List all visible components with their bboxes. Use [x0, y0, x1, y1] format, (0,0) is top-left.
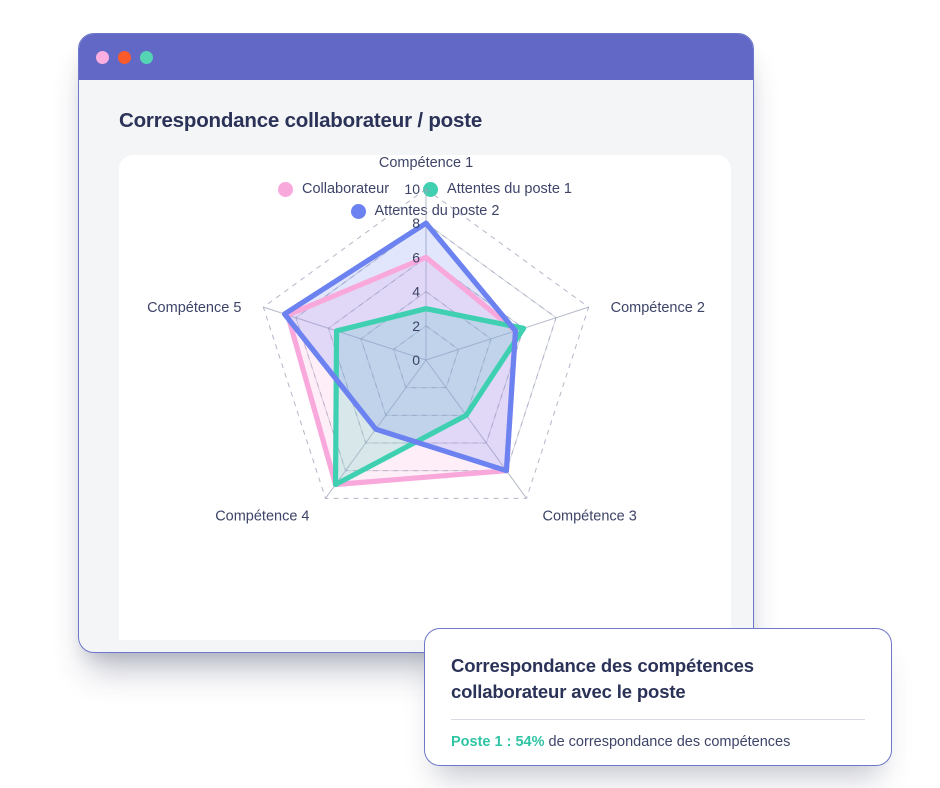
window-titlebar: [79, 34, 753, 80]
info-card-subtitle: Poste 1 : 54% de correspondance des comp…: [451, 734, 865, 750]
legend-row-2: Attentes du poste 2: [350, 203, 500, 219]
browser-window: Correspondance collaborateur / poste Col…: [78, 33, 754, 653]
radar-axis-label: Compétence 4: [215, 508, 309, 524]
radar-chart: 0 2 4 6 8 10 Compétence 1 Compétence 2 Compétenc…: [119, 155, 731, 640]
info-card: Correspondance des compétences collabora…: [424, 628, 892, 766]
radial-tick-label: 6: [412, 249, 420, 265]
chart-legend: Collaborateur Attentes du poste 1 Attent…: [119, 181, 731, 219]
info-card-title: Correspondance des compétences collabora…: [451, 653, 865, 706]
legend-item-poste-1[interactable]: Attentes du poste 1: [423, 181, 572, 197]
radar-axis-label: Compétence 2: [611, 300, 705, 316]
legend-item-poste-2[interactable]: Attentes du poste 2: [350, 203, 500, 219]
match-description: de correspondance des compétences: [544, 733, 791, 750]
radial-tick-label: 8: [412, 215, 420, 231]
page-title: Correspondance collaborateur / poste: [119, 109, 483, 132]
info-card-title-line2: collaborateur avec le poste: [451, 681, 686, 703]
legend-label: Collaborateur: [301, 181, 390, 197]
radar-axis-label: Compétence 1: [379, 155, 473, 171]
minimize-dot-icon[interactable]: [118, 50, 131, 64]
legend-row-1: Collaborateur Attentes du poste 1: [277, 181, 572, 197]
info-card-divider: [451, 718, 865, 720]
close-dot-icon[interactable]: [96, 50, 109, 64]
radial-tick-label: 4: [412, 284, 420, 300]
radar-svg: 0 2 4 6 8 10 Compétence 1 Compétence 2 Compétenc…: [147, 155, 705, 524]
legend-item-collaborateur[interactable]: Collaborateur: [277, 181, 390, 197]
legend-swatch-icon: [423, 181, 439, 197]
chart-card: Collaborateur Attentes du poste 1 Attent…: [119, 155, 731, 640]
legend-swatch-icon: [277, 181, 293, 197]
radial-tick-label: 2: [412, 318, 420, 334]
radar-axis-label: Compétence 3: [543, 508, 637, 524]
radial-tick-label: 10: [404, 181, 420, 197]
match-percentage: Poste 1 : 54%: [451, 733, 545, 750]
info-card-title-line1: Correspondance des compétences: [451, 655, 754, 676]
window-body: Correspondance collaborateur / poste Col…: [79, 109, 753, 640]
radial-tick-label: 0: [412, 352, 420, 368]
radar-axis-label: Compétence 5: [147, 300, 241, 316]
legend-label: Attentes du poste 2: [374, 203, 500, 219]
maximize-dot-icon[interactable]: [140, 50, 153, 64]
legend-label: Attentes du poste 1: [447, 181, 572, 197]
legend-swatch-icon: [350, 203, 366, 219]
